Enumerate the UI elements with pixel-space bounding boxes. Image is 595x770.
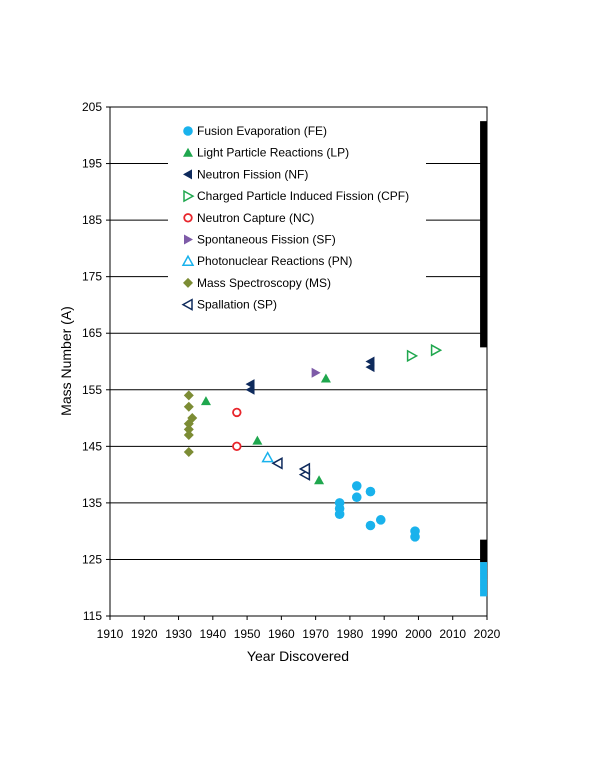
legend-label: Spallation (SP) bbox=[197, 298, 277, 312]
x-tick-label: 1990 bbox=[371, 627, 398, 641]
x-tick-label: 2020 bbox=[474, 627, 501, 641]
data-point bbox=[232, 441, 242, 452]
range-bar bbox=[480, 121, 488, 348]
data-point bbox=[320, 373, 331, 383]
data-point bbox=[410, 526, 420, 536]
data-point bbox=[183, 446, 194, 457]
x-tick-label: 1960 bbox=[268, 627, 295, 641]
legend-label: Neutron Capture (NC) bbox=[197, 211, 314, 225]
data-point bbox=[430, 343, 443, 357]
x-axis-title: Year Discovered bbox=[247, 648, 349, 664]
data-point bbox=[183, 430, 194, 441]
legend-marker bbox=[183, 147, 193, 157]
data-point bbox=[271, 457, 283, 470]
x-tick-label: 1950 bbox=[234, 627, 261, 641]
data-point bbox=[480, 562, 488, 569]
range-bar bbox=[480, 539, 488, 563]
plot-border bbox=[109, 106, 488, 617]
x-tick-label: 1980 bbox=[337, 627, 364, 641]
data-point bbox=[480, 584, 488, 591]
legend-marker bbox=[184, 234, 193, 245]
y-tick-label: 165 bbox=[82, 326, 102, 340]
legend-marker bbox=[183, 189, 195, 203]
legend-label: Charged Particle Induced Fission (CPF) bbox=[197, 189, 409, 203]
y-tick-label: 175 bbox=[82, 270, 102, 284]
data-point bbox=[351, 492, 362, 503]
legend-box bbox=[168, 118, 426, 322]
y-tick-label: 155 bbox=[82, 383, 102, 397]
legend-label: Mass Spectroscopy (MS) bbox=[197, 276, 331, 290]
y-tick-label: 185 bbox=[82, 213, 102, 227]
data-point bbox=[298, 462, 311, 476]
data-point bbox=[365, 486, 376, 497]
range-bars bbox=[480, 121, 488, 563]
data-point bbox=[314, 475, 325, 485]
x-tick-label: 1910 bbox=[97, 627, 124, 641]
x-tick-label: 2010 bbox=[439, 627, 466, 641]
legend-label: Photonuclear Reactions (PN) bbox=[197, 254, 352, 268]
x-tick-label: 1970 bbox=[302, 627, 329, 641]
data-point bbox=[365, 520, 376, 531]
data-point bbox=[334, 498, 345, 508]
legend-label: Fusion Evaporation (FE) bbox=[197, 124, 327, 138]
x-tick-label: 1930 bbox=[165, 627, 192, 641]
data-point bbox=[375, 515, 386, 525]
plot-frame bbox=[109, 106, 488, 617]
data-point bbox=[261, 451, 274, 463]
data-point bbox=[480, 590, 488, 597]
data-point bbox=[245, 379, 255, 390]
legend: Fusion Evaporation (FE) Light Particle Re… bbox=[168, 118, 426, 322]
data-point bbox=[365, 356, 375, 367]
data-point bbox=[183, 424, 194, 435]
data-point bbox=[480, 567, 488, 574]
legend-marker bbox=[183, 277, 193, 288]
data-point bbox=[187, 413, 198, 424]
data-point bbox=[183, 401, 194, 412]
y-tick-label: 125 bbox=[82, 552, 102, 566]
y-axis-ticks: 115 125 135 145 155 165 175 185 195 205 bbox=[82, 100, 110, 623]
data-point bbox=[351, 481, 362, 491]
data-points bbox=[183, 343, 488, 597]
y-tick-label: 115 bbox=[83, 609, 102, 623]
data-point bbox=[480, 573, 488, 580]
x-tick-label: 2000 bbox=[405, 627, 432, 641]
data-point bbox=[232, 407, 242, 418]
legend-marker bbox=[183, 213, 193, 223]
x-tick-label: 1920 bbox=[131, 627, 158, 641]
y-tick-label: 145 bbox=[82, 439, 102, 453]
x-axis-ticks: 1910 1920 1930 1940 1950 1960 1970 1980 1990 2000… bbox=[97, 616, 501, 641]
data-point bbox=[200, 396, 211, 406]
data-point bbox=[252, 435, 263, 445]
legend-label: Neutron Fission (NF) bbox=[197, 167, 308, 181]
x-tick-label: 1940 bbox=[199, 627, 226, 641]
y-tick-label: 195 bbox=[82, 157, 102, 171]
y-axis-title: Mass Number (A) bbox=[58, 306, 74, 416]
legend-marker bbox=[181, 254, 195, 266]
legend-marker bbox=[183, 126, 193, 136]
legend-label: Spontaneous Fission (SF) bbox=[197, 233, 336, 247]
data-point bbox=[480, 579, 488, 586]
legend-marker bbox=[181, 298, 193, 311]
y-tick-label: 205 bbox=[82, 100, 102, 114]
data-point bbox=[183, 390, 194, 401]
data-point bbox=[311, 367, 321, 378]
legend-marker bbox=[183, 169, 192, 180]
data-point bbox=[406, 349, 419, 363]
y-tick-label: 135 bbox=[82, 496, 102, 510]
legend-label: Light Particle Reactions (LP) bbox=[197, 146, 349, 160]
